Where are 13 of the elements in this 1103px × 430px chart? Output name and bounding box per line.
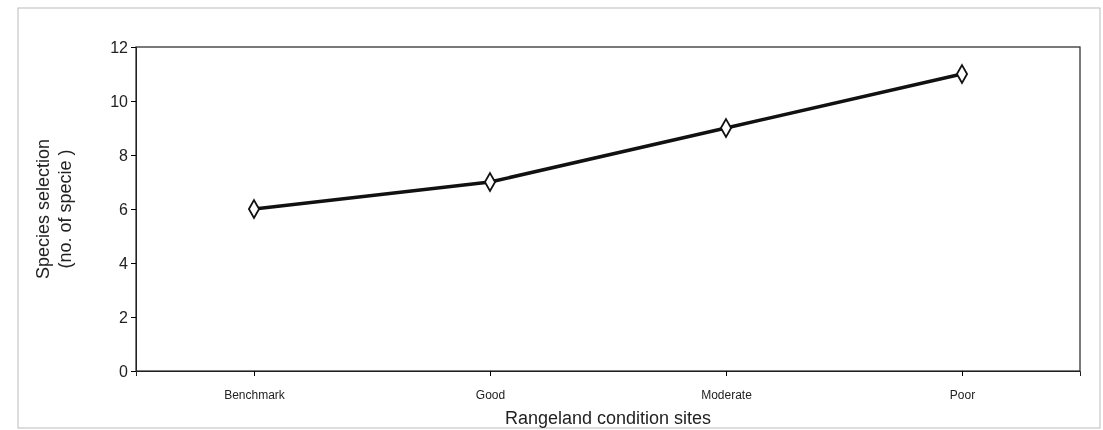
y-tick-label: 8 (119, 146, 129, 164)
y-tick-label: 4 (119, 254, 129, 272)
y-tick-label: 0 (119, 362, 129, 380)
x-tick-label: Poor (949, 387, 976, 402)
x-tick-label: Good (475, 387, 506, 402)
y-tick-label: 12 (110, 38, 129, 56)
y-tick-label: 2 (119, 308, 129, 326)
y-tick-label: 6 (119, 200, 129, 218)
x-tick-label: Benchmark (224, 387, 286, 402)
x-tick-label: Moderate (701, 387, 753, 402)
x-axis-title: Rangeland condition sites (504, 408, 712, 428)
y-tick-label: 10 (110, 92, 129, 110)
y-axis-title: Species selection (no. of specie ) (33, 138, 75, 280)
